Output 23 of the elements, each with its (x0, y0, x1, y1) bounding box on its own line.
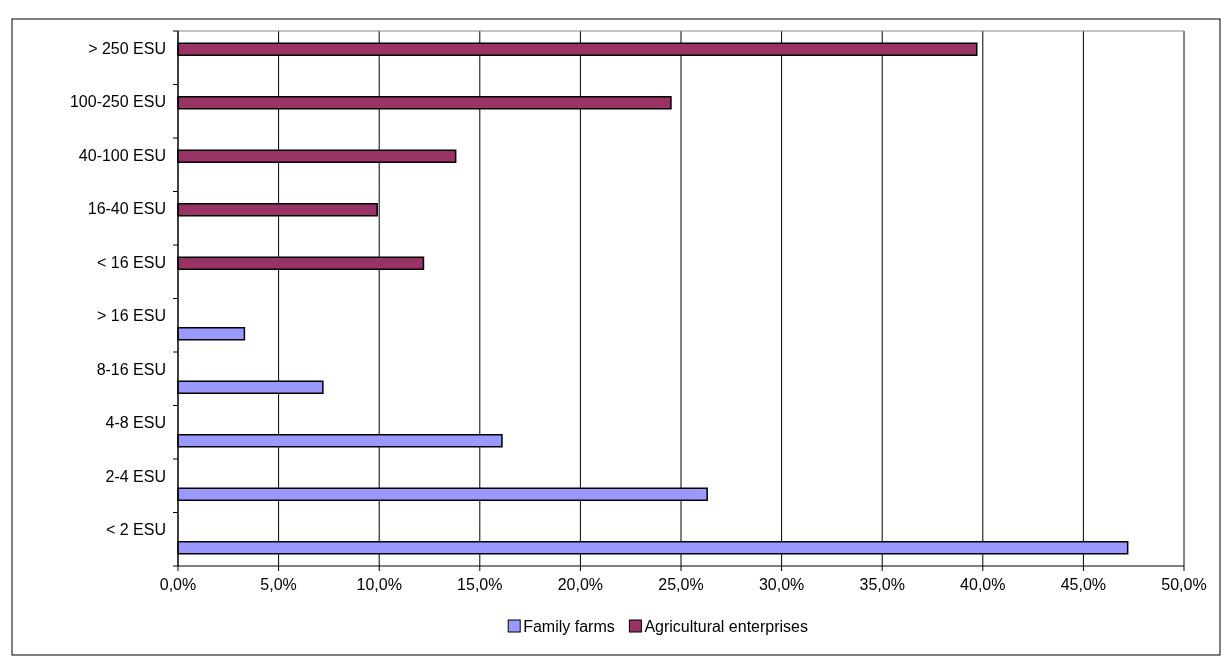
y-tick-label: 40-100 ESU (78, 146, 166, 164)
y-tick-label: 8-16 ESU (96, 360, 166, 378)
y-tick-label: 2-4 ESU (105, 467, 166, 485)
y-tick-label: 4-8 ESU (105, 414, 166, 432)
y-tick-label: 100-250 ESU (69, 93, 166, 111)
x-tick-label: 50,0% (1161, 576, 1207, 593)
y-tick-label: > 250 ESU (88, 39, 166, 57)
x-tick-label: 20,0% (557, 576, 604, 593)
y-tick-label: 16-40 ESU (87, 200, 166, 218)
x-tick-label: 10,0% (356, 576, 402, 593)
y-tick-label: > 16 ESU (97, 307, 166, 325)
y-tick-label: < 16 ESU (97, 253, 166, 271)
x-tick-label: 5,0% (260, 576, 297, 593)
x-tick-label: 25,0% (658, 576, 704, 593)
x-tick-label: 45,0% (1060, 576, 1107, 593)
legend-label: Agricultural enterprises (644, 618, 809, 635)
x-tick-label: 0,0% (159, 576, 197, 593)
x-tick-label: 35,0% (859, 576, 905, 593)
legend-label: Family farms (523, 618, 615, 635)
x-tick-label: 15,0% (457, 576, 503, 593)
x-tick-label: 30,0% (758, 576, 805, 593)
x-tick-label: 40,0% (960, 576, 1006, 593)
y-tick-label: < 2 ESU (105, 521, 166, 539)
